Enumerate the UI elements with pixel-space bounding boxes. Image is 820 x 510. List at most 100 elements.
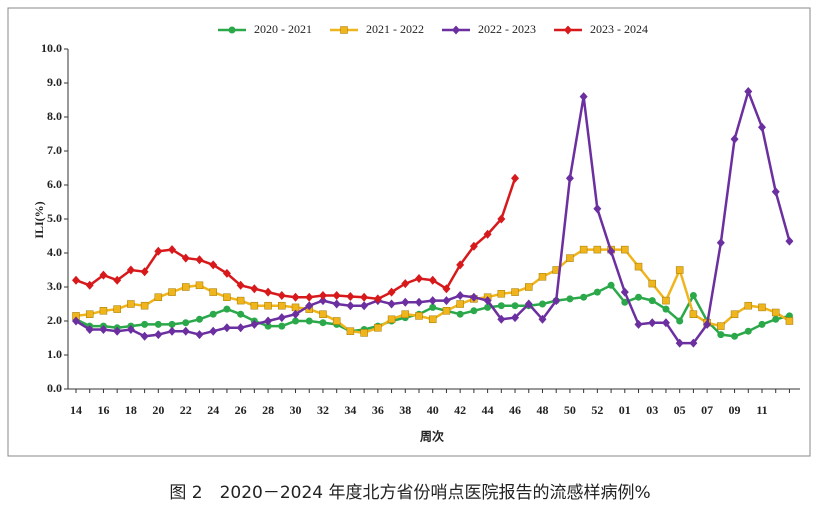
legend-label: 2021 - 2022 (366, 22, 424, 36)
data-point (607, 281, 615, 289)
data-point (511, 288, 519, 296)
legend-marker (340, 26, 348, 34)
data-point (168, 326, 177, 336)
data-point (415, 297, 423, 307)
data-point (689, 310, 698, 318)
data-point (318, 291, 327, 300)
data-point (99, 325, 108, 334)
data-point (140, 331, 149, 341)
data-point (278, 301, 286, 310)
data-point (236, 280, 245, 290)
data-point (346, 327, 355, 335)
y-axis-title: ILI(%) (32, 201, 46, 238)
data-point (360, 292, 369, 302)
data-point (140, 301, 149, 310)
y-tick-label: 9.0 (47, 75, 62, 89)
data-point (264, 316, 273, 326)
chart-frame (7, 7, 811, 457)
data-point (319, 310, 327, 318)
x-tick-label: 09 (729, 403, 741, 417)
data-point (689, 338, 698, 348)
data-point (209, 326, 218, 336)
data-point (387, 315, 396, 324)
x-tick-label: 14 (70, 403, 82, 417)
data-point (332, 317, 341, 325)
x-tick-label: 24 (207, 403, 219, 417)
data-point (525, 283, 533, 291)
data-point (730, 310, 739, 318)
data-point (72, 316, 80, 326)
data-point (593, 245, 602, 254)
data-point (428, 275, 437, 285)
data-point (264, 322, 272, 330)
data-point (744, 327, 752, 335)
data-point (579, 245, 588, 254)
data-point (85, 280, 94, 290)
data-point (140, 267, 149, 277)
data-point (497, 214, 506, 224)
x-tick-label: 30 (290, 403, 302, 417)
data-point (771, 187, 780, 197)
data-point (182, 283, 190, 291)
data-point (126, 265, 135, 275)
data-point (223, 293, 231, 301)
data-point (593, 204, 602, 214)
y-tick-label: 1.0 (47, 347, 62, 361)
x-tick-label: 26 (235, 403, 247, 417)
data-point (305, 292, 314, 302)
data-point (209, 288, 217, 296)
data-point (113, 305, 121, 313)
data-point (511, 173, 520, 183)
data-point (648, 318, 657, 328)
data-point (580, 293, 588, 301)
data-point (675, 338, 684, 348)
x-tick-label: 18 (125, 403, 137, 417)
y-tick-label: 0.0 (47, 381, 62, 395)
data-point (621, 298, 629, 306)
data-point (72, 275, 80, 285)
data-point (195, 281, 204, 290)
data-point (222, 268, 231, 278)
data-point (662, 305, 670, 313)
data-point (620, 287, 629, 297)
data-point (442, 307, 451, 315)
x-tick-label: 16 (97, 403, 109, 417)
data-point (195, 255, 204, 265)
data-point (154, 330, 163, 340)
legend-marker (228, 26, 236, 34)
legend-marker (452, 25, 460, 35)
y-tick-label: 6.0 (47, 177, 62, 191)
data-point (332, 291, 341, 300)
data-point (154, 320, 162, 328)
data-point (250, 319, 259, 329)
data-point (716, 238, 725, 248)
data-point (305, 301, 314, 311)
x-tick-label: 05 (674, 403, 686, 417)
y-tick-label: 10.0 (41, 41, 62, 55)
data-point (661, 318, 670, 328)
data-point (264, 301, 272, 310)
data-point (113, 275, 122, 285)
data-point (264, 287, 273, 297)
x-tick-label: 01 (619, 403, 631, 417)
data-point (236, 296, 245, 305)
data-point (332, 299, 341, 309)
data-point (222, 323, 231, 333)
data-point (195, 315, 203, 323)
data-point (497, 314, 506, 324)
data-point (676, 317, 684, 325)
data-point (401, 310, 410, 318)
data-point (703, 319, 712, 329)
data-point (154, 246, 163, 256)
x-tick-label: 22 (180, 403, 192, 417)
data-point (442, 284, 451, 294)
data-point (744, 87, 753, 96)
data-point (456, 291, 465, 300)
x-axis-title: 周次 (420, 429, 444, 444)
data-point (113, 326, 122, 336)
data-point (744, 301, 753, 310)
data-point (689, 292, 697, 299)
data-point (675, 266, 684, 274)
data-point (469, 292, 478, 302)
legend-marker (564, 25, 572, 35)
